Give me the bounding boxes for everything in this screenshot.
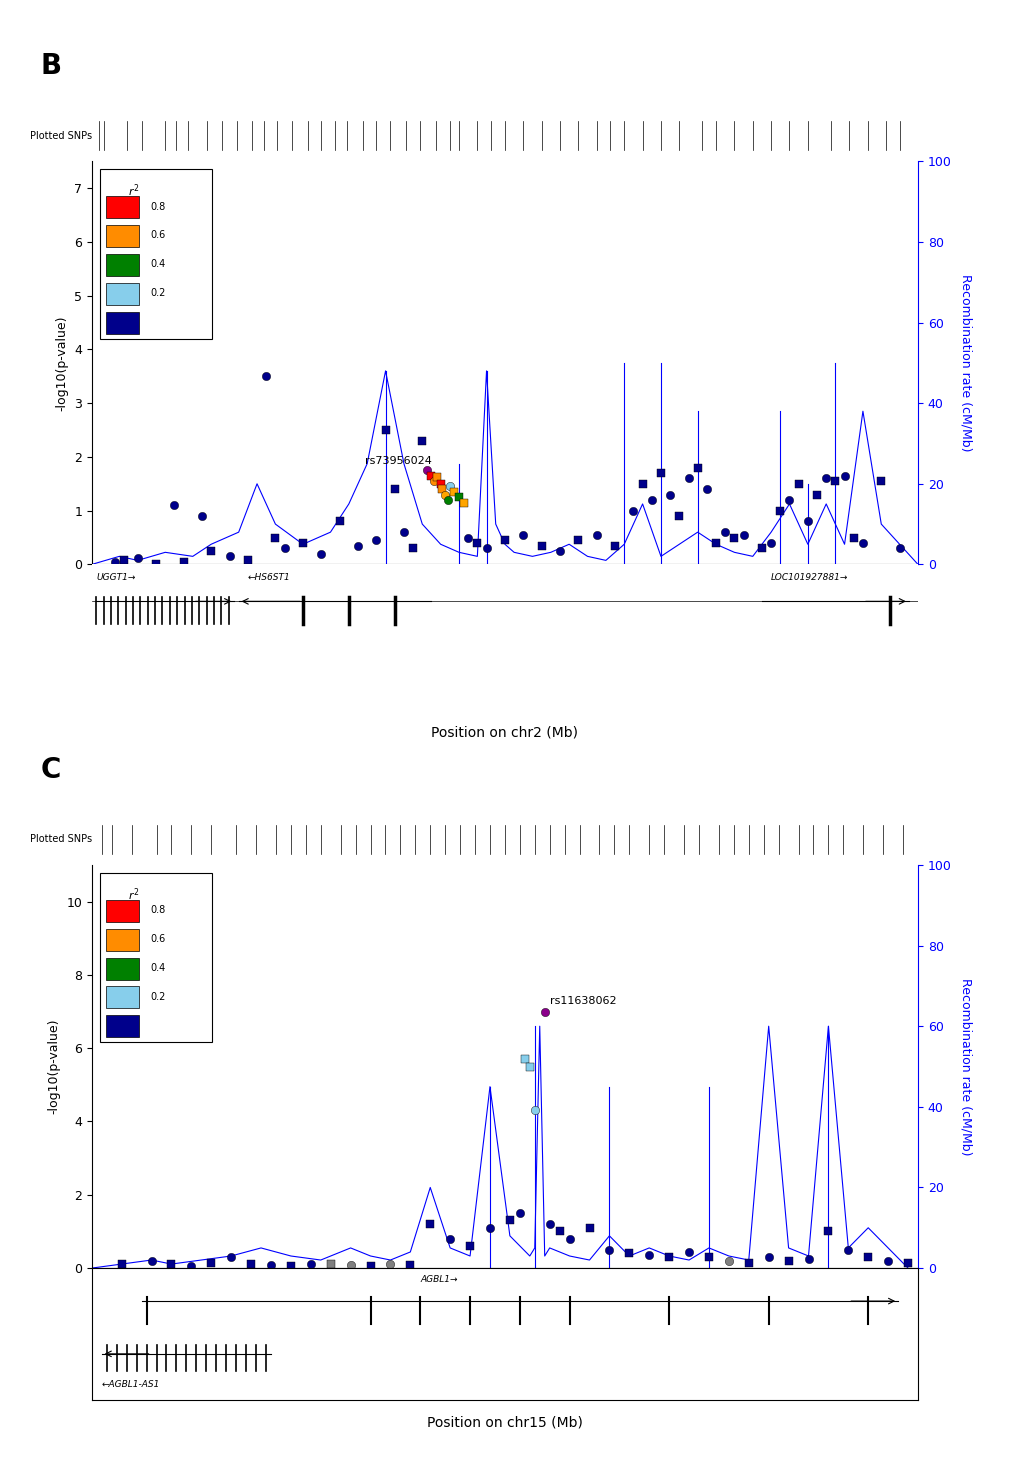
Y-axis label: -log10(p-value): -log10(p-value) xyxy=(55,315,68,410)
Bar xyxy=(106,900,139,922)
Bar xyxy=(106,987,139,1009)
Text: Position on chr2 (Mb): Position on chr2 (Mb) xyxy=(431,726,578,740)
FancyBboxPatch shape xyxy=(100,872,211,1042)
Bar xyxy=(106,196,139,218)
Text: Position on chr15 (Mb): Position on chr15 (Mb) xyxy=(427,1415,582,1429)
Y-axis label: Recombination rate (cM/Mb): Recombination rate (cM/Mb) xyxy=(959,978,971,1155)
Text: 0.6: 0.6 xyxy=(150,230,165,240)
Text: rs11638062: rs11638062 xyxy=(549,997,615,1006)
Text: ←AGBL1-AS1: ←AGBL1-AS1 xyxy=(102,1381,160,1390)
Text: rs73956024: rs73956024 xyxy=(364,456,431,466)
Bar xyxy=(106,1016,139,1038)
Text: 0.8: 0.8 xyxy=(150,201,165,211)
Text: LOC101927881→: LOC101927881→ xyxy=(770,573,848,582)
Text: 0.4: 0.4 xyxy=(150,963,165,973)
Text: 0.6: 0.6 xyxy=(150,934,165,944)
Text: Plotted SNPs: Plotted SNPs xyxy=(30,130,92,141)
Bar xyxy=(106,312,139,334)
Bar xyxy=(106,929,139,951)
Text: B: B xyxy=(41,51,61,81)
Y-axis label: -log10(p-value): -log10(p-value) xyxy=(48,1019,60,1114)
Text: C: C xyxy=(41,755,61,784)
Text: Plotted SNPs: Plotted SNPs xyxy=(30,834,92,844)
Text: 0.4: 0.4 xyxy=(150,259,165,270)
Text: 0.2: 0.2 xyxy=(150,287,165,298)
Bar xyxy=(106,254,139,276)
Y-axis label: Recombination rate (cM/Mb): Recombination rate (cM/Mb) xyxy=(959,274,971,452)
Text: 0.8: 0.8 xyxy=(150,905,165,915)
Text: ←HS6ST1: ←HS6ST1 xyxy=(248,573,290,582)
Bar xyxy=(106,957,139,979)
FancyBboxPatch shape xyxy=(100,170,211,339)
Text: 0.2: 0.2 xyxy=(150,991,165,1001)
Bar xyxy=(106,226,139,248)
Text: $r^2$: $r^2$ xyxy=(127,887,139,903)
Text: UGGT1→: UGGT1→ xyxy=(96,573,136,582)
Text: AGBL1→: AGBL1→ xyxy=(420,1275,458,1284)
Text: $r^2$: $r^2$ xyxy=(127,183,139,199)
Bar xyxy=(106,283,139,305)
